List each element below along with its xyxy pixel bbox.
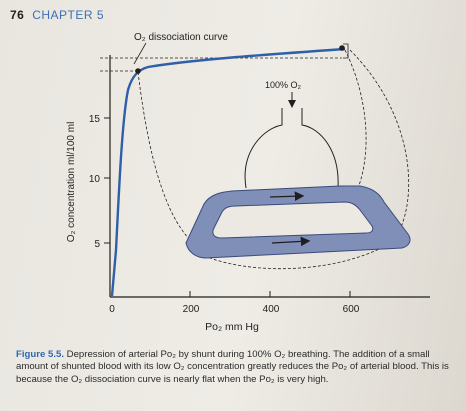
- figure-caption: Figure 5.5. Depression of arterial Po₂ b…: [16, 349, 456, 386]
- x-tick-label-600: 600: [343, 304, 360, 315]
- x-tick-label-0: 0: [109, 304, 115, 315]
- y-tick-label-10: 10: [89, 174, 101, 185]
- x-axis-title: Po₂ mm Hg: [205, 321, 259, 333]
- curve-label: O₂ dissociation curve: [134, 32, 228, 43]
- y-tick-label-15: 15: [89, 114, 101, 125]
- dashed-link-shunt: [349, 49, 410, 235]
- capillary-flow-arrow: [269, 191, 305, 202]
- chapter-title: CHAPTER 5: [32, 8, 105, 22]
- oxygen-input-label: 100% O₂: [265, 80, 302, 90]
- y-tick-label-5: 5: [94, 239, 100, 250]
- x-tick-label-400: 400: [263, 304, 280, 315]
- shunt-flow-arrow: [271, 236, 311, 247]
- arterial-point: [135, 68, 141, 74]
- y-axis-title: O₂ concentration ml/100 ml: [66, 122, 77, 243]
- figure-caption-text: Depression of arterial Po₂ by shunt duri…: [16, 349, 449, 385]
- figure-label: Figure 5.5.: [16, 349, 64, 360]
- alveolus-outline: [244, 108, 339, 189]
- x-tick-label-200: 200: [183, 304, 200, 315]
- curve-label-pointer: [133, 42, 147, 65]
- dashed-link-capillary: [344, 49, 367, 196]
- alveolar-point: [339, 45, 345, 51]
- page-number: 76: [10, 8, 25, 22]
- vessel-lumen: [212, 201, 374, 239]
- plateau-bracket: [343, 43, 349, 59]
- dissociation-curve: [110, 47, 346, 297]
- page-header: 76 CHAPTER 5: [10, 8, 104, 22]
